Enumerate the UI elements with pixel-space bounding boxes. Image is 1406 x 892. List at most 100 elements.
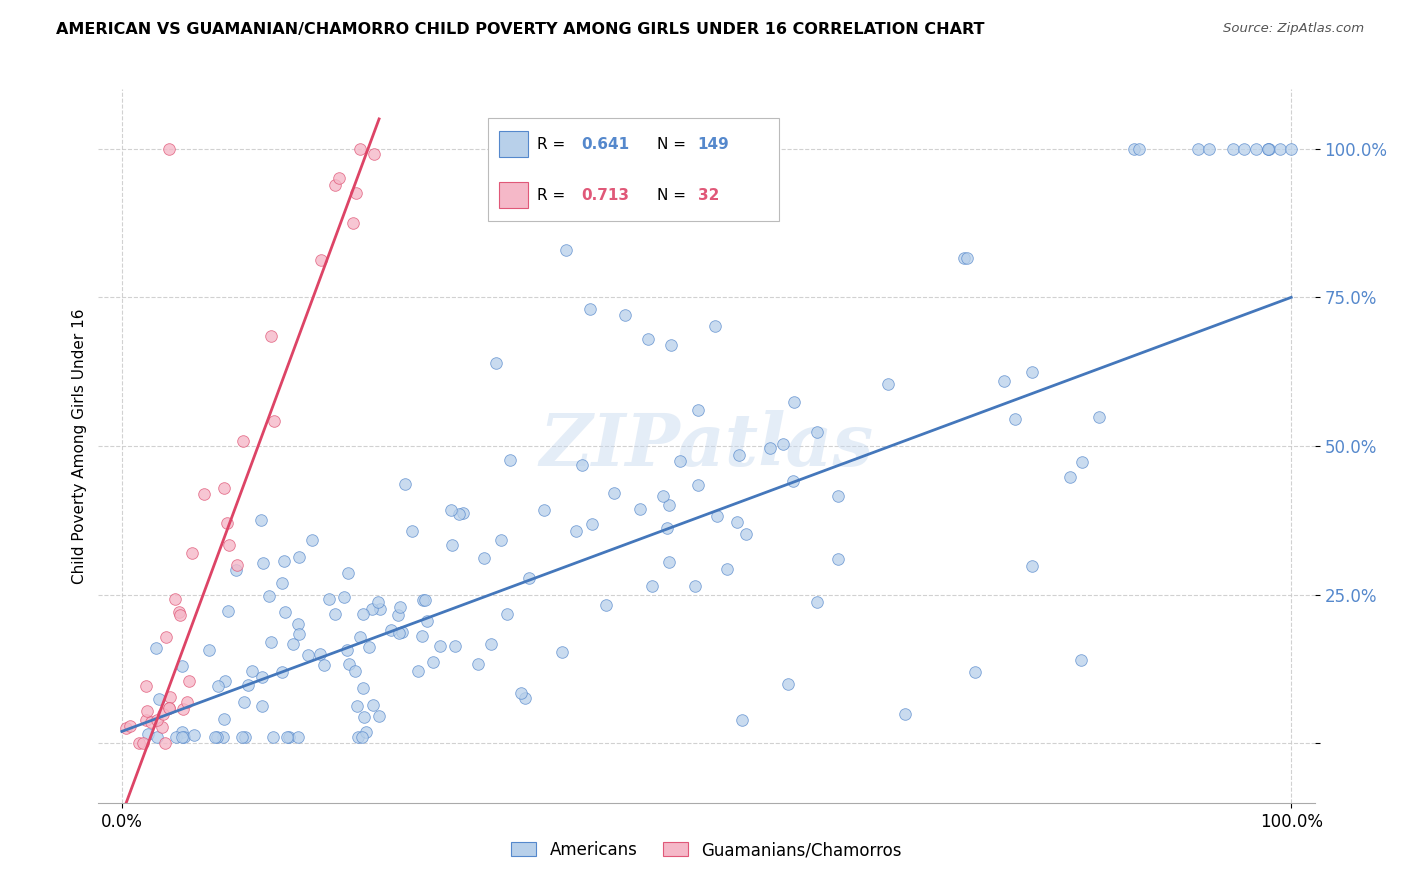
- Point: [225, 563, 247, 577]
- Point: [214, 673, 236, 688]
- Point: [177, 674, 200, 689]
- Point: [257, 590, 280, 604]
- Point: [183, 728, 205, 742]
- Point: [517, 571, 540, 585]
- Point: [783, 395, 806, 409]
- Point: [429, 640, 451, 654]
- Point: [301, 533, 323, 547]
- Point: [641, 579, 664, 593]
- Point: [250, 670, 273, 684]
- Point: [439, 503, 461, 517]
- Point: [148, 691, 170, 706]
- Point: [169, 607, 191, 622]
- Y-axis label: Child Poverty Among Girls Under 16: Child Poverty Among Girls Under 16: [72, 309, 87, 583]
- Point: [877, 376, 900, 391]
- Point: [441, 537, 464, 551]
- Point: [367, 595, 389, 609]
- Point: [571, 458, 593, 472]
- Point: [361, 602, 384, 616]
- Point: [287, 616, 309, 631]
- Point: [388, 599, 411, 614]
- Point: [412, 593, 434, 607]
- Point: [287, 731, 309, 745]
- Point: [323, 178, 346, 192]
- Point: [283, 637, 305, 651]
- Text: ZIPatlas: ZIPatlas: [540, 410, 873, 482]
- Text: AMERICAN VS GUAMANIAN/CHAMORRO CHILD POVERTY AMONG GIRLS UNDER 16 CORRELATION CH: AMERICAN VS GUAMANIAN/CHAMORRO CHILD POV…: [56, 22, 984, 37]
- Point: [686, 403, 709, 417]
- Point: [172, 658, 194, 673]
- Point: [150, 720, 173, 734]
- Point: [232, 434, 254, 448]
- Point: [157, 142, 180, 156]
- Point: [357, 640, 380, 654]
- Point: [198, 643, 221, 657]
- Legend: Americans, Guamanians/Chamorros: Americans, Guamanians/Chamorros: [505, 835, 908, 866]
- Point: [242, 664, 264, 678]
- Point: [782, 475, 804, 489]
- Point: [447, 508, 470, 522]
- Point: [342, 216, 364, 230]
- Point: [163, 591, 186, 606]
- Point: [637, 332, 659, 346]
- Point: [173, 731, 195, 745]
- Text: 32: 32: [697, 187, 718, 202]
- Point: [628, 501, 651, 516]
- Point: [218, 538, 240, 552]
- Point: [380, 623, 402, 637]
- Point: [225, 558, 247, 573]
- Point: [157, 700, 180, 714]
- Point: [207, 679, 229, 693]
- Point: [352, 607, 374, 622]
- Point: [136, 726, 159, 740]
- Point: [772, 437, 794, 451]
- Point: [613, 308, 636, 322]
- Point: [157, 701, 180, 715]
- Point: [655, 521, 678, 535]
- Point: [1088, 409, 1111, 424]
- Text: 0.641: 0.641: [581, 136, 628, 152]
- Point: [495, 607, 517, 622]
- Point: [318, 592, 340, 607]
- Point: [288, 550, 311, 565]
- Point: [953, 251, 976, 265]
- Point: [328, 171, 350, 186]
- Point: [1070, 455, 1092, 469]
- Point: [135, 713, 157, 727]
- Point: [1268, 142, 1291, 156]
- Point: [214, 481, 236, 495]
- Point: [170, 731, 193, 745]
- Point: [354, 725, 377, 739]
- Point: [1070, 653, 1092, 667]
- Point: [167, 605, 190, 619]
- Point: [451, 506, 474, 520]
- Point: [485, 356, 508, 370]
- Point: [159, 690, 181, 704]
- Point: [1244, 142, 1267, 156]
- Point: [965, 665, 987, 679]
- Point: [416, 614, 439, 628]
- Point: [479, 637, 502, 651]
- Point: [515, 691, 537, 706]
- Text: 0.713: 0.713: [581, 187, 628, 202]
- Point: [669, 454, 692, 468]
- Point: [346, 699, 368, 714]
- Point: [533, 503, 555, 517]
- Point: [422, 655, 444, 669]
- Point: [155, 736, 177, 750]
- Point: [132, 736, 155, 750]
- Point: [391, 625, 413, 640]
- Point: [204, 731, 226, 745]
- Point: [314, 657, 336, 672]
- Text: N =: N =: [657, 136, 690, 152]
- Point: [205, 731, 228, 745]
- Point: [231, 731, 253, 745]
- Point: [172, 702, 194, 716]
- Point: [683, 579, 706, 593]
- Point: [120, 719, 142, 733]
- Point: [467, 657, 489, 672]
- Point: [499, 453, 522, 467]
- Point: [146, 713, 169, 727]
- Point: [141, 715, 163, 730]
- Point: [250, 699, 273, 714]
